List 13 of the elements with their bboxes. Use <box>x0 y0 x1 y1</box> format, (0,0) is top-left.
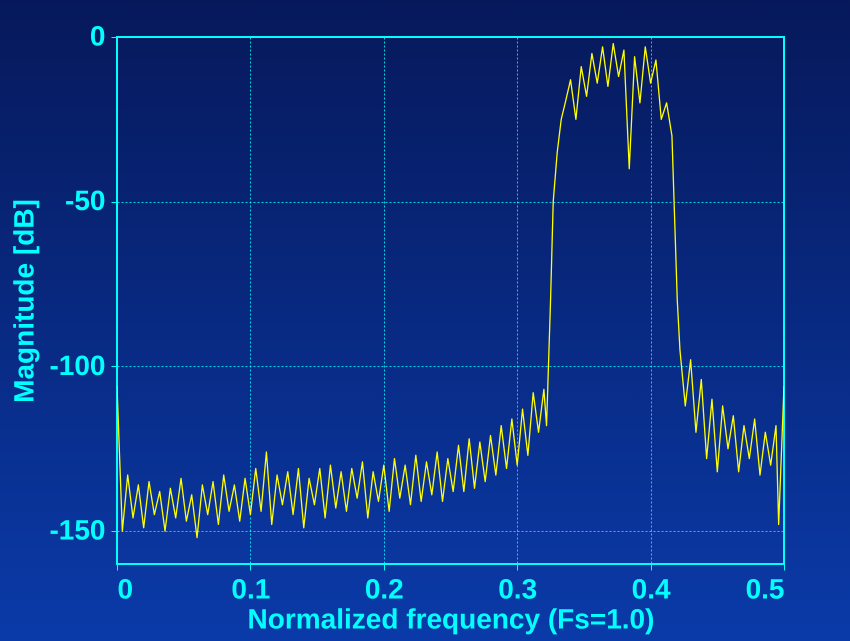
x-axis-title: Normalized frequency (Fs=1.0) <box>248 604 654 634</box>
x-tick-label: 0.1 <box>231 574 270 604</box>
y-tick-label: -100 <box>49 350 106 381</box>
line-series <box>117 42 784 538</box>
y-tick-label: -50 <box>65 185 106 216</box>
x-tick-label: 0.2 <box>364 574 404 604</box>
x-tick-label: 0.3 <box>498 574 538 604</box>
x-tick-label: 0.5 <box>746 574 784 604</box>
x-tick-label: 0 <box>118 574 134 604</box>
y-tick-label: -150 <box>49 514 106 546</box>
y-axis-title: Magnitude [dB] <box>8 199 40 403</box>
y-tick-label: 0 <box>90 20 106 52</box>
x-tick-label: 0.4 <box>632 574 671 604</box>
